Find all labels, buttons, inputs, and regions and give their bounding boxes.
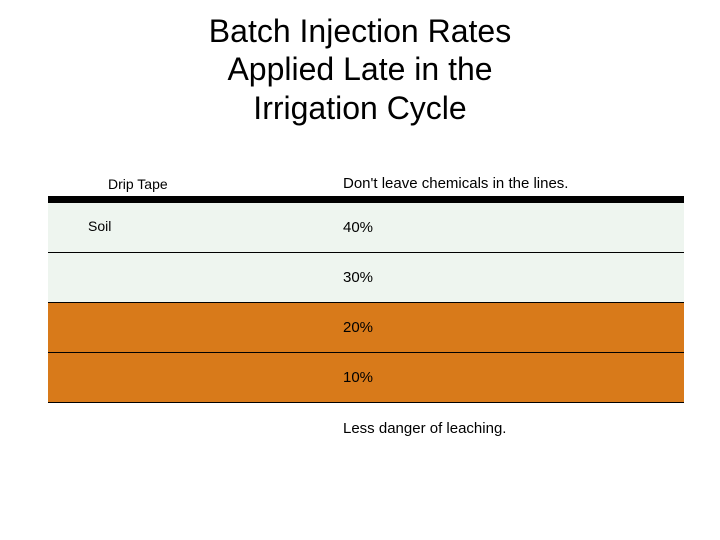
soil-label: Soil: [88, 218, 111, 234]
soil-layer-2: 30%: [48, 252, 684, 302]
title-line-1: Batch Injection Rates: [0, 12, 720, 50]
soil-layer-3: 20%: [48, 302, 684, 352]
soil-layer-label-4: 10%: [343, 369, 373, 386]
soil-bottom-border: [48, 402, 684, 403]
top-note: Don't leave chemicals in the lines.: [343, 175, 568, 192]
soil-layer-label-1: 40%: [343, 219, 373, 236]
soil-layer-label-2: 30%: [343, 269, 373, 286]
soil-layer-4: 10%: [48, 352, 684, 402]
title-line-2: Applied Late in the: [0, 50, 720, 88]
bottom-note: Less danger of leaching.: [343, 420, 506, 437]
title-line-3: Irrigation Cycle: [0, 89, 720, 127]
drip-tape-label: Drip Tape: [108, 176, 168, 192]
soil-layer-label-3: 20%: [343, 319, 373, 336]
soil-layer-1: 40%: [48, 202, 684, 252]
